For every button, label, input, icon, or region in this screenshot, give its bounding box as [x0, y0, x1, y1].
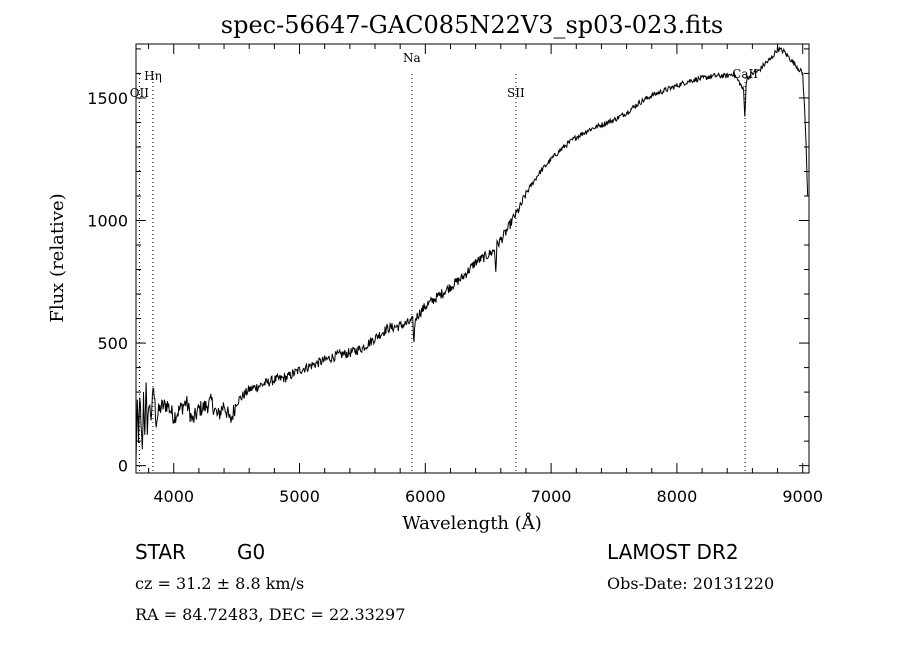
spectral-line-markers: Hη OII Na SII CaII: [130, 51, 758, 473]
y-tick-label: 500: [97, 334, 128, 353]
y-axis-label: Flux (relative): [47, 193, 68, 322]
spectral-line-label: SII: [507, 86, 525, 100]
redshift-text: cz = 31.2 ± 8.8 km/s: [135, 574, 304, 593]
radec-text: RA = 84.72483, DEC = 22.33297: [135, 605, 405, 624]
spectral-line-label: CaII: [732, 67, 758, 81]
y-tick-label: 0: [118, 457, 128, 476]
y-tick-label: 1500: [87, 89, 128, 108]
object-subclass: G0: [237, 540, 265, 564]
x-tick-label: 7000: [531, 487, 572, 506]
obs-date-text: Obs-Date: 20131220: [607, 574, 774, 593]
spectral-line-label: Na: [403, 51, 421, 65]
x-tick-label: 9000: [782, 487, 823, 506]
survey-label: LAMOST DR2: [607, 540, 739, 564]
x-tick-label: 5000: [279, 487, 320, 506]
x-tick-label: 6000: [405, 487, 446, 506]
spectral-line-label: OII: [130, 86, 150, 100]
spectral-line-label: Hη: [144, 69, 162, 83]
x-axis-label: Wavelength (Å): [402, 512, 542, 534]
object-class: STAR: [135, 540, 186, 564]
axis-ticks: 4000 5000 6000 7000 8000 9000 0 500 1000 1500: [87, 44, 823, 506]
chart-title: spec-56647-GAC085N22V3_sp03-023.fits: [221, 11, 723, 39]
x-tick-label: 4000: [153, 487, 194, 506]
plot-frame: [135, 43, 810, 474]
y-tick-label: 1000: [87, 212, 128, 231]
spectrum-line: [135, 46, 809, 461]
x-tick-label: 8000: [657, 487, 698, 506]
